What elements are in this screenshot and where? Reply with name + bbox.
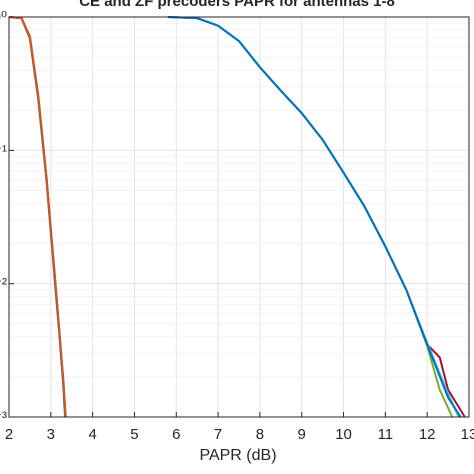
plot-area — [9, 17, 469, 417]
y-tick-label: 10⁻² — [0, 276, 7, 293]
x-tick-label: 3 — [47, 426, 55, 443]
x-tick-label: 4 — [88, 426, 96, 443]
x-tick-label: 11 — [378, 426, 394, 443]
x-tick-label: 7 — [214, 426, 222, 443]
x-tick-label: 8 — [256, 426, 264, 443]
x-tick-label: 2 — [5, 426, 13, 443]
x-tick-label: 12 — [419, 426, 436, 443]
x-tick-label: 13 — [461, 426, 474, 443]
line — [8, 16, 67, 418]
y-tick-label: 10⁻³ — [0, 409, 7, 426]
x-tick-label: 5 — [130, 426, 138, 443]
axes-box — [8, 16, 470, 418]
chart-title: CE and ZF precoders PAPR for antennas 1-… — [79, 0, 395, 10]
x-tick-label: 10 — [335, 426, 352, 443]
x-tick-label: 9 — [298, 426, 306, 443]
x-axis-label: PAPR (dB) — [199, 447, 276, 464]
x-tick-label: 6 — [172, 426, 180, 443]
y-tick-label: 10⁻¹ — [0, 142, 7, 159]
line — [167, 16, 462, 418]
y-tick-label: 10⁰ — [0, 9, 7, 26]
